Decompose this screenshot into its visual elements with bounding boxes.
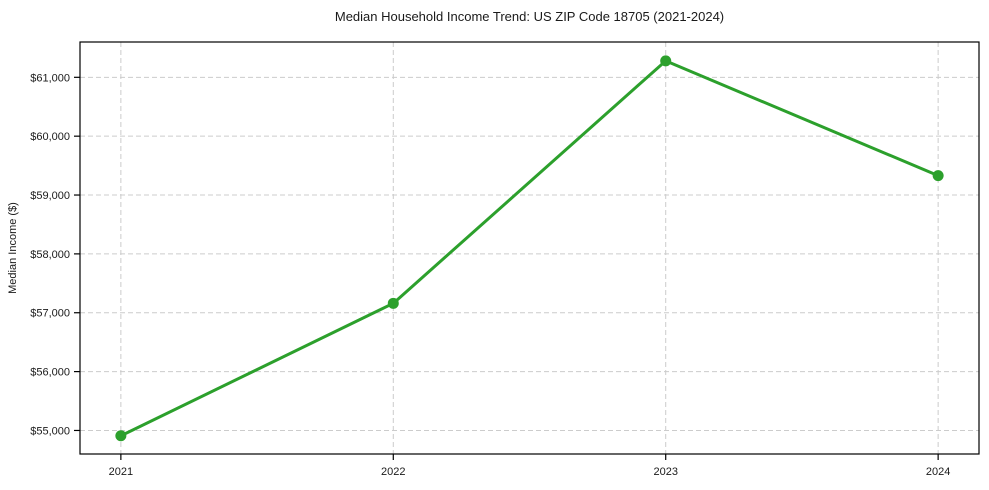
- data-point-2021: [115, 430, 127, 442]
- data-point-2022: [387, 297, 399, 309]
- data-point-2023: [660, 55, 672, 67]
- plot-border: [79, 41, 980, 455]
- y-tick-label: $59,000: [30, 190, 70, 202]
- y-tick-label: $58,000: [30, 249, 70, 261]
- trend-line: [119, 59, 940, 438]
- y-tick-label: $55,000: [30, 425, 70, 437]
- chart-title: Median Household Income Trend: US ZIP Co…: [334, 9, 725, 24]
- x-tick-label: 2021: [109, 466, 133, 478]
- y-tick-label: $57,000: [30, 308, 70, 320]
- x-tick-label: 2022: [381, 466, 405, 478]
- data-point-2024: [932, 170, 944, 182]
- x-tick-label: 2023: [653, 466, 677, 478]
- y-tick-label: $60,000: [30, 131, 70, 143]
- x-tick-label: 2024: [926, 466, 950, 478]
- y-tick-label: $56,000: [30, 367, 70, 379]
- y-tick-label: $61,000: [30, 72, 70, 84]
